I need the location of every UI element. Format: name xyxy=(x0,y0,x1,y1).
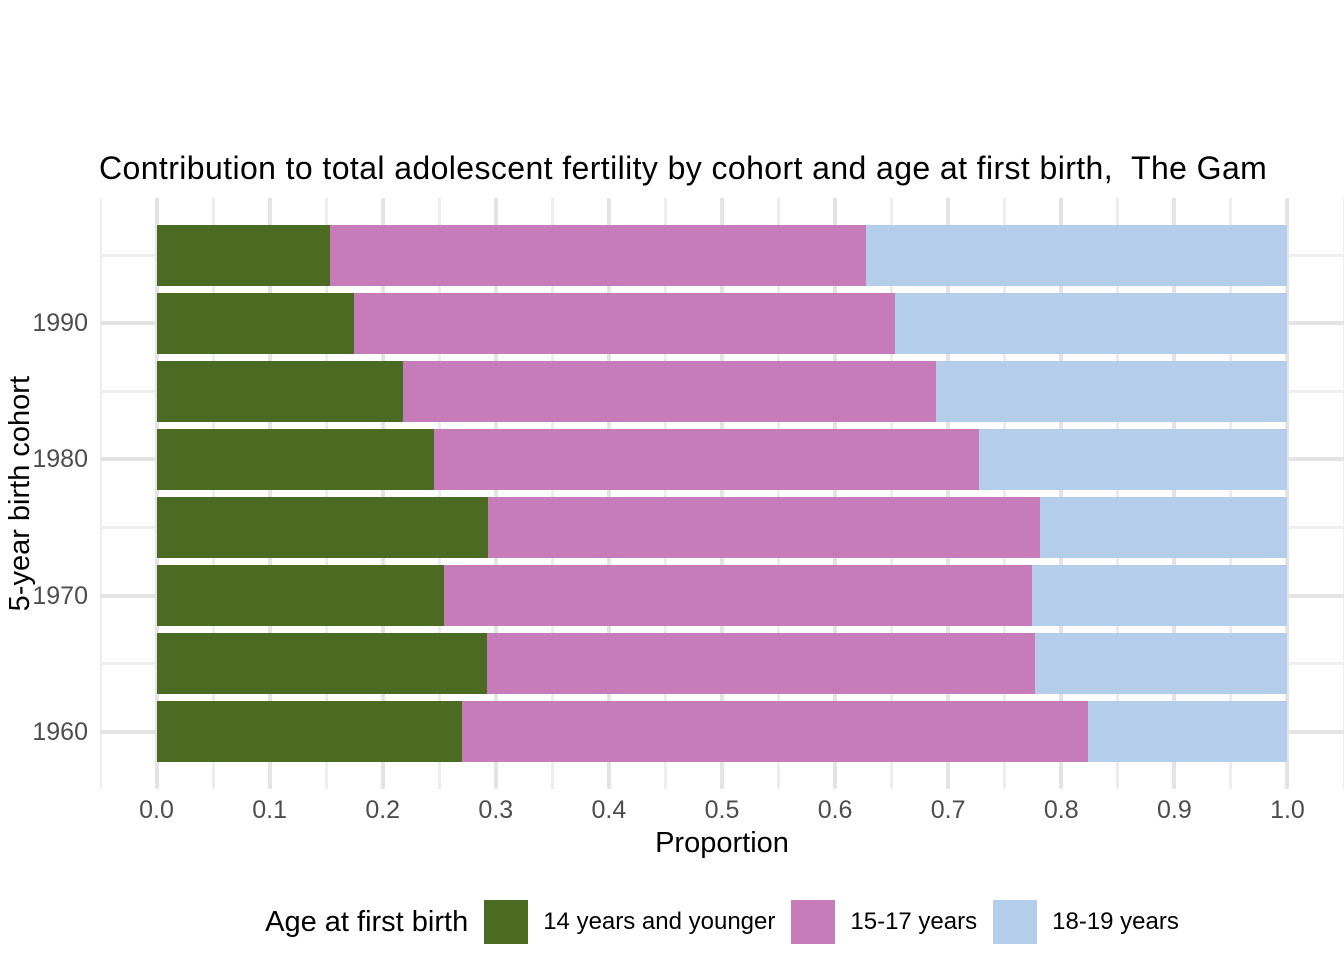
bar-segment xyxy=(156,700,462,763)
x-tick-label: 0.0 xyxy=(139,796,174,824)
x-tick-label: 0.5 xyxy=(704,796,740,824)
bar-segment xyxy=(156,360,404,423)
legend-item-label: 14 years and younger xyxy=(543,908,776,935)
bar-segment xyxy=(156,564,444,627)
gridline-major-vertical xyxy=(154,198,159,789)
gridline-major-vertical xyxy=(1285,198,1290,789)
chart-title: Contribution to total adolescent fertili… xyxy=(99,150,1268,186)
bar-segment xyxy=(978,428,1288,491)
x-tick-label: 0.1 xyxy=(252,796,287,824)
y-tick-label: 1990 xyxy=(32,309,88,338)
bar-segment xyxy=(1031,564,1288,627)
x-tick-label: 0.9 xyxy=(1156,796,1192,824)
gridline-minor-vertical xyxy=(1342,198,1344,789)
bar-segment xyxy=(443,564,1032,627)
gridline-major-vertical xyxy=(1059,198,1064,789)
bar-segment xyxy=(865,224,1288,287)
x-tick-label: 0.8 xyxy=(1043,796,1079,824)
x-axis-title: Proportion xyxy=(655,827,789,859)
bar-segment xyxy=(156,496,488,559)
plot-panel xyxy=(100,198,1344,789)
gridline-minor-vertical xyxy=(437,198,441,789)
gridline-major-vertical xyxy=(606,198,611,789)
gridline-minor-vertical xyxy=(211,198,215,789)
x-tick-label: 0.6 xyxy=(817,796,853,824)
gridline-major-vertical xyxy=(267,198,272,789)
gridline-minor-vertical xyxy=(1003,198,1007,789)
bar-segment xyxy=(486,632,1036,695)
gridline-major-vertical xyxy=(833,198,838,789)
bar-segment xyxy=(354,292,896,355)
x-tick-label: 0.7 xyxy=(930,796,966,824)
bar-segment xyxy=(1088,700,1288,763)
gridline-major-vertical xyxy=(380,198,385,789)
gridline-major-vertical xyxy=(493,198,498,789)
bar-segment xyxy=(461,700,1089,763)
bar-segment xyxy=(433,428,979,491)
bar-segment xyxy=(1035,632,1288,695)
x-tick-label: 0.4 xyxy=(591,796,627,824)
legend-swatch xyxy=(993,900,1038,944)
gridline-minor-vertical xyxy=(1229,198,1233,789)
legend-swatch xyxy=(484,900,529,944)
y-axis-tick-labels: 1990 1980 1970 1960 xyxy=(0,198,88,789)
gridline-major-vertical xyxy=(946,198,951,789)
legend-swatch xyxy=(791,900,836,944)
bar-segment xyxy=(156,224,330,287)
gridline-major-vertical xyxy=(720,198,724,789)
gridline-minor-vertical xyxy=(324,198,328,789)
y-tick-label: 1960 xyxy=(32,717,88,746)
legend-item: 14 years and younger xyxy=(484,900,775,944)
y-tick-label: 1970 xyxy=(32,581,88,610)
gridline-minor-vertical xyxy=(100,198,102,789)
legend-title: Age at first birth xyxy=(265,905,469,938)
y-tick-label: 1980 xyxy=(32,445,88,474)
legend: Age at first birth 14 years and younger … xyxy=(100,896,1344,948)
gridline-minor-vertical xyxy=(550,198,554,789)
x-tick-label: 0.2 xyxy=(365,796,401,824)
bar-segment xyxy=(487,496,1040,559)
bar-segment xyxy=(403,360,936,423)
gridline-minor-vertical xyxy=(890,198,894,789)
bar-segment xyxy=(895,292,1288,355)
bar-segment xyxy=(1039,496,1288,559)
bar-segment xyxy=(935,360,1288,423)
x-axis-tick-labels: 0.0 0.1 0.2 0.3 0.4 0.5 0.6 0.7 0.8 0.9 1.0 xyxy=(100,795,1344,825)
gridline-major-vertical xyxy=(1172,198,1177,789)
legend-item: 15-17 years xyxy=(791,900,977,944)
legend-item-label: 18-19 years xyxy=(1052,908,1179,935)
gridline-minor-vertical xyxy=(1116,198,1120,789)
gridline-minor-vertical xyxy=(777,198,781,789)
bar-segment xyxy=(329,224,866,287)
legend-item: 18-19 years xyxy=(993,900,1179,944)
gridline-minor-vertical xyxy=(663,198,667,789)
bar-segment xyxy=(156,292,355,355)
x-tick-label: 1.0 xyxy=(1270,796,1305,824)
x-tick-label: 0.3 xyxy=(478,796,514,824)
bar-segment xyxy=(156,428,434,491)
legend-item-label: 15-17 years xyxy=(850,908,978,935)
bar-segment xyxy=(156,632,487,695)
